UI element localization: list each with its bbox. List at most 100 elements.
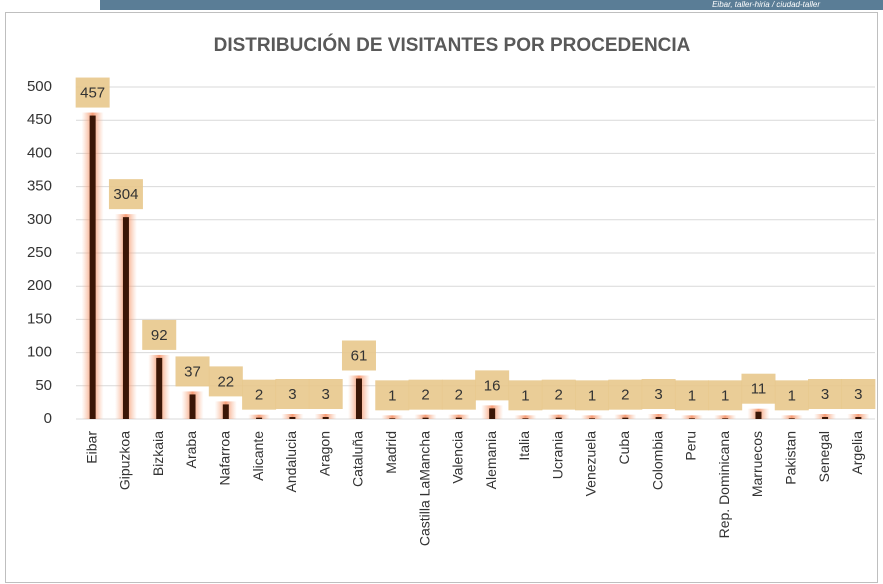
data-label-box bbox=[575, 380, 610, 411]
x-tick-label: Aragon bbox=[316, 431, 332, 476]
data-label: 1 bbox=[688, 387, 696, 404]
bar-glow bbox=[847, 414, 870, 419]
data-label-box bbox=[341, 340, 376, 371]
data-label-box bbox=[408, 379, 443, 410]
x-tick-label: Eibar bbox=[83, 431, 99, 464]
y-tick-label: 150 bbox=[27, 310, 52, 327]
x-tick-label: Gipuzkoa bbox=[117, 431, 133, 490]
y-tick-label: 100 bbox=[27, 344, 52, 361]
bar-glow bbox=[780, 415, 803, 419]
x-tick-label: Peru bbox=[683, 431, 699, 461]
bar-glow bbox=[547, 414, 570, 419]
data-label-box bbox=[841, 379, 876, 410]
data-label-box bbox=[674, 380, 709, 411]
data-label: 304 bbox=[113, 186, 138, 203]
data-label: 2 bbox=[455, 387, 463, 404]
x-tick-label: Araba bbox=[183, 431, 199, 469]
bar-glow bbox=[714, 415, 737, 419]
data-label-box bbox=[208, 366, 243, 397]
y-tick-label: 450 bbox=[27, 111, 52, 128]
x-tick-label: Senegal bbox=[816, 431, 832, 482]
x-tick-label: Bizkaia bbox=[150, 431, 166, 476]
bar bbox=[688, 418, 695, 419]
data-label: 37 bbox=[184, 363, 201, 380]
data-label-box bbox=[175, 356, 210, 387]
bar bbox=[722, 418, 729, 419]
data-label-box bbox=[541, 379, 576, 410]
bar bbox=[755, 411, 762, 419]
data-label: 2 bbox=[555, 387, 563, 404]
data-label: 1 bbox=[721, 387, 729, 404]
y-tick-label: 300 bbox=[27, 211, 52, 228]
data-label: 3 bbox=[854, 386, 862, 403]
banner-text: Eibar, taller-hiria / ciudad-taller bbox=[712, 0, 820, 9]
x-tick-label: Nafarroa bbox=[217, 431, 233, 486]
x-tick-label: Madrid bbox=[383, 431, 399, 474]
bar-glow bbox=[414, 414, 437, 419]
data-label-box bbox=[641, 379, 676, 410]
x-tick-label: Cuba bbox=[616, 431, 632, 465]
bar bbox=[222, 404, 229, 419]
data-label-box bbox=[275, 379, 310, 410]
y-tick-label: 350 bbox=[27, 178, 52, 195]
bar bbox=[522, 418, 529, 419]
data-label: 1 bbox=[388, 387, 396, 404]
data-label: 2 bbox=[255, 387, 263, 404]
data-label-box bbox=[441, 379, 476, 410]
data-label-box bbox=[708, 380, 743, 411]
bar bbox=[289, 417, 296, 419]
data-label-box bbox=[108, 179, 143, 210]
data-label-box bbox=[242, 379, 277, 410]
y-tick-label: 50 bbox=[35, 377, 52, 394]
bar bbox=[355, 378, 362, 419]
x-tick-label: Cataluña bbox=[350, 431, 366, 487]
bar bbox=[89, 115, 96, 419]
x-tick-label: Rep. Dominicana bbox=[716, 431, 732, 539]
bar-glow bbox=[647, 414, 670, 419]
bar-glow bbox=[514, 415, 537, 419]
x-tick-label: Venezuela bbox=[583, 431, 599, 497]
data-label: 1 bbox=[521, 387, 529, 404]
data-label-box bbox=[308, 379, 343, 410]
data-label: 3 bbox=[654, 386, 662, 403]
bar-glow bbox=[680, 415, 703, 419]
bar-glow bbox=[447, 414, 470, 419]
bar-glow bbox=[281, 414, 304, 419]
data-label-box bbox=[508, 380, 543, 411]
y-tick-label: 250 bbox=[27, 244, 52, 261]
bar bbox=[855, 417, 862, 419]
x-tick-label: Pakistan bbox=[782, 431, 798, 485]
data-label-box bbox=[741, 373, 776, 404]
bar bbox=[555, 417, 562, 419]
bar-glow bbox=[314, 414, 337, 419]
bar bbox=[156, 357, 163, 419]
x-tick-label: Italia bbox=[516, 431, 532, 461]
y-tick-label: 500 bbox=[27, 78, 52, 95]
bar-glow bbox=[581, 415, 604, 419]
bar bbox=[322, 417, 329, 419]
x-tick-label: Alicante bbox=[250, 431, 266, 481]
data-label-box bbox=[475, 370, 510, 401]
data-label: 1 bbox=[588, 387, 596, 404]
data-label: 92 bbox=[151, 327, 168, 344]
x-tick-label: Castilla LaMancha bbox=[416, 431, 432, 546]
bar bbox=[822, 417, 829, 419]
y-tick-label: 400 bbox=[27, 144, 52, 161]
bar bbox=[189, 394, 196, 419]
data-label: 3 bbox=[288, 386, 296, 403]
banner-strip bbox=[100, 0, 883, 10]
chart-frame bbox=[5, 12, 878, 583]
data-label-box bbox=[375, 380, 410, 411]
data-label: 3 bbox=[322, 386, 330, 403]
x-tick-label: Colombia bbox=[649, 431, 665, 490]
bar-glow bbox=[814, 414, 837, 419]
data-label: 457 bbox=[80, 85, 105, 102]
data-label: 3 bbox=[821, 386, 829, 403]
chart-title: DISTRIBUCIÓN DE VISITANTES POR PROCEDENC… bbox=[214, 34, 691, 56]
data-label-box bbox=[142, 319, 177, 350]
bar bbox=[788, 418, 795, 419]
x-tick-label: Andalucia bbox=[283, 431, 299, 493]
bar bbox=[489, 408, 496, 419]
data-label: 61 bbox=[351, 347, 368, 364]
